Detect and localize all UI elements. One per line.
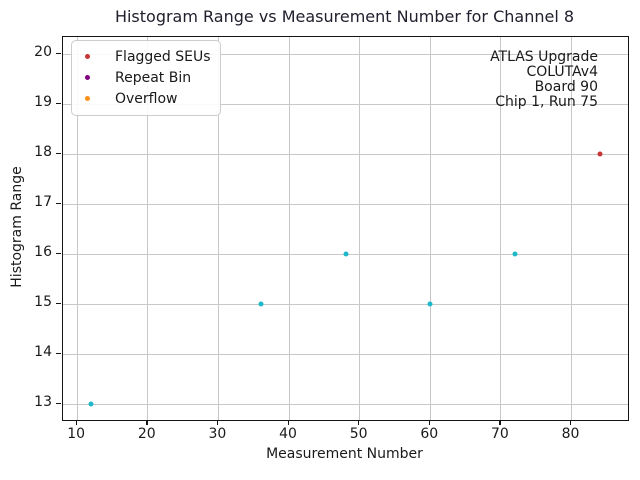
plot-area: Flagged SEUs Repeat Bin Overflow ATLAS Upg…: [62, 36, 629, 421]
y-axis-label: Histogram Range: [9, 166, 25, 288]
x-axis-label: Measurement Number: [266, 446, 423, 462]
x-tick-label: 50: [349, 426, 368, 442]
x-gridline: [359, 37, 361, 420]
y-tick: [56, 302, 61, 304]
chart-title: Histogram Range vs Measurement Number fo…: [114, 7, 575, 26]
y-tick-label: 19: [34, 94, 52, 111]
y-tick: [56, 402, 61, 404]
x-tick-label: 10: [67, 426, 86, 442]
annotation-line: Board 90: [534, 79, 598, 95]
x-gridline: [288, 37, 290, 420]
x-tick: [358, 420, 360, 425]
y-gridline: [63, 203, 628, 205]
x-tick-label: 60: [420, 426, 439, 442]
y-gridline: [63, 403, 628, 405]
legend-item: Repeat Bin: [72, 67, 220, 88]
y-tick-label: 13: [34, 394, 52, 411]
annotation-line: ATLAS Upgrade: [490, 49, 598, 65]
x-tick-label: 40: [279, 426, 297, 442]
legend-marker-icon: [85, 75, 90, 80]
x-tick: [499, 420, 501, 425]
x-tick: [287, 420, 289, 425]
annotation: ATLAS Upgrade COLUTAv4 Board 90 Chip 1, Run…: [490, 50, 598, 110]
x-gridline: [217, 37, 219, 420]
y-tick: [56, 252, 61, 254]
y-tick-label: 20: [34, 44, 52, 61]
x-gridline: [500, 37, 502, 420]
y-tick-label: 18: [34, 144, 52, 161]
data-point: [258, 301, 264, 307]
x-tick: [146, 420, 148, 425]
data-point: [88, 401, 94, 407]
x-tick: [75, 420, 77, 425]
y-gridline: [63, 53, 628, 55]
x-tick-label: 20: [137, 426, 156, 442]
x-gridline: [429, 37, 431, 420]
y-gridline: [63, 153, 628, 155]
data-point: [427, 301, 433, 307]
data-point: [343, 251, 348, 257]
x-gridline: [571, 37, 572, 420]
y-tick-label: 17: [34, 194, 52, 211]
annotation-line: COLUTAv4: [526, 64, 598, 80]
y-tick: [56, 102, 61, 105]
x-gridline: [76, 37, 78, 420]
legend-item: Overflow: [72, 88, 220, 109]
y-tick: [56, 52, 61, 55]
y-tick-label: 14: [34, 344, 52, 361]
legend-label: Overflow: [115, 90, 178, 107]
data-point: [512, 251, 518, 257]
legend: Flagged SEUs Repeat Bin Overflow: [71, 40, 221, 116]
x-tick: [216, 420, 219, 425]
y-tick: [56, 352, 61, 354]
legend-label: Flagged SEUs: [115, 48, 211, 65]
legend-label: Repeat Bin: [115, 69, 192, 86]
y-tick: [56, 152, 61, 155]
x-tick: [570, 420, 572, 425]
y-gridline: [63, 103, 628, 105]
x-tick-label: 80: [561, 426, 580, 442]
legend-marker-icon: [85, 96, 90, 101]
legend-marker-icon: [85, 54, 90, 59]
x-tick-label: 30: [208, 426, 227, 442]
legend-item: Flagged SEUs: [72, 46, 220, 67]
x-gridline: [147, 37, 149, 420]
y-tick: [56, 202, 61, 205]
annotation-line: Chip 1, Run 75: [495, 94, 598, 110]
y-gridline: [63, 353, 628, 355]
y-tick-label: 15: [34, 294, 52, 311]
x-tick-label: 70: [490, 426, 509, 442]
y-tick-label: 16: [34, 244, 52, 261]
x-tick: [428, 420, 431, 425]
y-gridline: [63, 303, 628, 305]
data-point: [597, 151, 603, 157]
